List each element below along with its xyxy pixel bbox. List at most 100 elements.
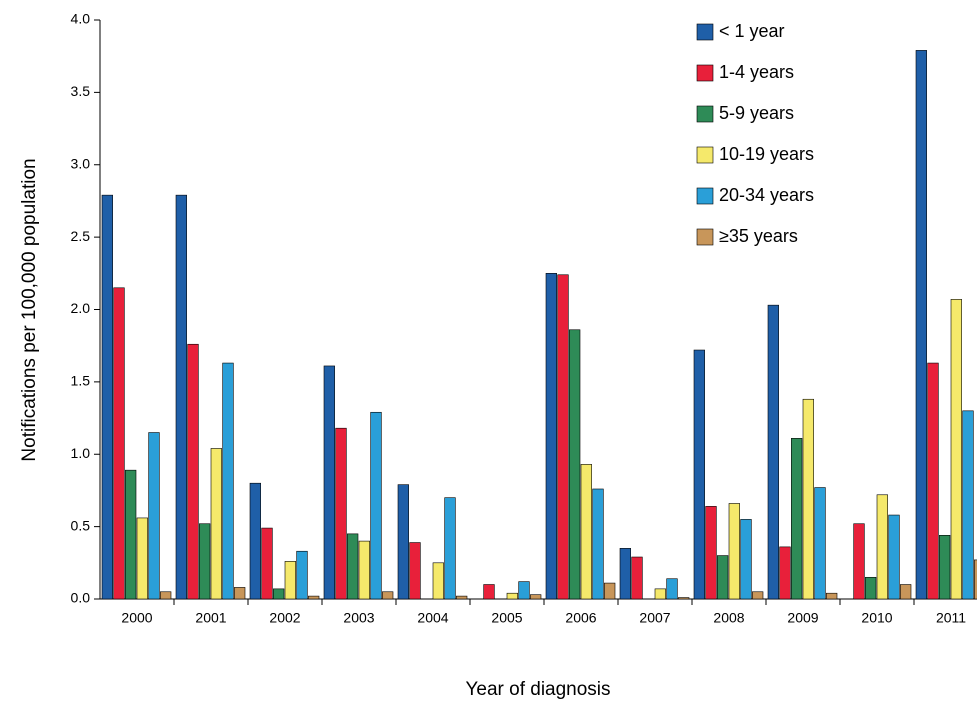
bar (678, 597, 690, 600)
bar (382, 591, 394, 600)
bar (888, 514, 900, 600)
bar (814, 487, 826, 600)
x-tick-label: 2009 (787, 610, 818, 626)
bar (619, 548, 631, 600)
x-tick-label: 2001 (195, 610, 226, 626)
bar (113, 287, 125, 600)
legend-label: < 1 year (719, 21, 785, 41)
legend-swatch (696, 64, 714, 82)
bar (876, 494, 888, 600)
y-tick-label: 2.0 (71, 300, 91, 316)
bar (136, 517, 148, 600)
bar (950, 299, 962, 600)
bar (335, 427, 347, 600)
bar (826, 592, 838, 600)
y-tick-label: 1.0 (71, 445, 91, 461)
bar (125, 469, 137, 600)
bar (284, 561, 296, 600)
bar (865, 576, 877, 600)
bar (483, 584, 495, 600)
y-tick-label: 1.5 (71, 373, 91, 389)
legend-label: 1-4 years (719, 62, 794, 82)
x-tick-label: 2004 (417, 610, 448, 626)
bar (249, 482, 261, 600)
bar (717, 555, 729, 600)
x-tick-label: 2006 (565, 610, 596, 626)
bar (101, 194, 113, 600)
bar (853, 523, 865, 600)
bar (210, 448, 222, 600)
bar (545, 273, 557, 600)
bar (506, 592, 518, 600)
bar (444, 497, 456, 600)
bar (802, 398, 814, 600)
bar (666, 578, 678, 600)
bar (580, 464, 592, 600)
y-tick-label: 3.5 (71, 83, 91, 99)
bar (654, 588, 666, 600)
bar (604, 582, 616, 600)
bar (752, 591, 764, 600)
bar (308, 595, 320, 600)
bar (592, 488, 604, 600)
y-tick-label: 0.0 (71, 590, 91, 606)
legend-swatch (696, 228, 714, 246)
bar (273, 588, 285, 600)
bar (557, 274, 569, 600)
bar (370, 411, 382, 600)
bar (175, 194, 187, 600)
bar (347, 533, 359, 600)
legend-swatch (696, 146, 714, 164)
x-tick-label: 2002 (269, 610, 300, 626)
bar (705, 506, 717, 600)
legend-swatch (696, 23, 714, 41)
legend-label: 10-19 years (719, 144, 814, 164)
bar (397, 484, 409, 600)
y-tick-label: 2.5 (71, 228, 91, 244)
bar (939, 535, 951, 600)
bar (261, 527, 273, 600)
bar (187, 343, 199, 600)
bar (518, 581, 530, 600)
legend-label: 20-34 years (719, 185, 814, 205)
x-tick-label: 2000 (121, 610, 152, 626)
x-tick-label: 2008 (713, 610, 744, 626)
bar (148, 432, 160, 600)
y-tick-label: 4.0 (71, 11, 91, 27)
x-tick-label: 2011 (936, 610, 966, 626)
bar (974, 559, 977, 600)
y-tick-label: 0.5 (71, 517, 91, 533)
bar (927, 362, 939, 600)
legend-label: 5-9 years (719, 103, 794, 123)
legend-swatch (696, 187, 714, 205)
x-tick-label: 2010 (861, 610, 892, 626)
x-axis-title: Year of diagnosis (465, 679, 610, 700)
bar (234, 587, 246, 600)
x-tick-label: 2003 (343, 610, 374, 626)
bar (530, 594, 542, 600)
legend-swatch (696, 105, 714, 123)
bar (222, 362, 234, 600)
bar (767, 304, 779, 600)
bar (728, 503, 740, 600)
bar (900, 584, 912, 600)
x-tick-label: 2005 (491, 610, 522, 626)
bar (323, 365, 335, 600)
bar (199, 523, 211, 600)
bar (569, 329, 581, 600)
bar (791, 438, 803, 600)
bar (915, 50, 927, 600)
y-tick-label: 3.0 (71, 155, 91, 171)
bar (740, 519, 752, 600)
x-tick-label: 2007 (639, 610, 670, 626)
bar (358, 540, 370, 600)
bar (693, 349, 705, 600)
bar (296, 550, 308, 600)
bar (631, 556, 643, 600)
bar (962, 410, 974, 600)
bar (432, 562, 444, 600)
y-axis-title: Notifications per 100,000 population (19, 158, 40, 461)
bar (456, 595, 468, 600)
bar (779, 546, 791, 600)
legend-label: ≥35 years (719, 226, 798, 246)
